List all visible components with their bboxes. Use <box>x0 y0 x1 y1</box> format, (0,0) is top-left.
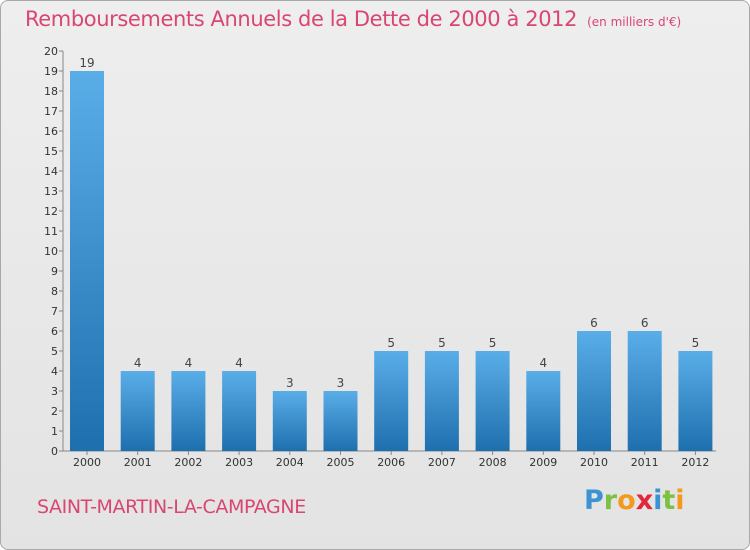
bar <box>70 71 104 451</box>
x-tick-label: 2012 <box>681 456 709 469</box>
x-tick-label: 2002 <box>174 456 202 469</box>
chart-title-text: Remboursements Annuels de la Dette de 20… <box>25 7 578 31</box>
bar <box>627 331 662 451</box>
y-tick-label: 1 <box>51 425 58 438</box>
y-tick-label: 20 <box>44 45 58 58</box>
data-label: 4 <box>539 356 547 370</box>
y-tick-label: 3 <box>51 385 58 398</box>
y-tick-label: 18 <box>44 85 58 98</box>
x-tick-label: 2007 <box>428 456 456 469</box>
bar <box>323 391 358 451</box>
data-label: 6 <box>590 316 598 330</box>
data-label: 19 <box>79 56 94 70</box>
bars <box>70 71 713 451</box>
brand-letter: i <box>675 485 685 516</box>
bar <box>526 371 561 451</box>
x-tick-label: 2006 <box>377 456 405 469</box>
brand-letter: P <box>584 485 604 516</box>
data-label: 3 <box>337 376 345 390</box>
data-label: 4 <box>185 356 193 370</box>
bar <box>374 351 409 451</box>
bar <box>222 371 257 451</box>
y-tick-label: 9 <box>51 265 58 278</box>
chart-subtitle: (en milliers d'€) <box>587 15 682 29</box>
brand-letter: t <box>662 485 676 516</box>
bar <box>678 351 713 451</box>
y-tick-label: 14 <box>44 165 58 178</box>
y-tick-label: 17 <box>44 105 58 118</box>
bar <box>171 371 206 451</box>
brand-letter: i <box>653 485 663 516</box>
x-tick-label: 2001 <box>124 456 152 469</box>
y-tick-label: 6 <box>51 325 58 338</box>
x-tick-label: 2010 <box>580 456 608 469</box>
brand-letter: x <box>635 485 654 516</box>
y-tick-label: 10 <box>44 245 58 258</box>
bar <box>272 391 307 451</box>
brand-logo: Proxiti <box>584 485 685 516</box>
brand-letter: o <box>617 485 636 516</box>
x-tick-label: 2004 <box>276 456 304 469</box>
y-tick-label: 15 <box>44 145 58 158</box>
y-tick-label: 5 <box>51 345 58 358</box>
x-tick-label: 2008 <box>479 456 507 469</box>
y-tick-label: 13 <box>44 185 58 198</box>
brand-letter: r <box>603 485 618 516</box>
y-tick-label: 16 <box>44 125 58 138</box>
chart-title: Remboursements Annuels de la Dette de 20… <box>25 7 681 31</box>
x-tick-label: 2011 <box>631 456 659 469</box>
data-label: 5 <box>438 336 446 350</box>
y-tick-label: 0 <box>51 445 58 458</box>
bar <box>120 371 155 451</box>
bar <box>475 351 510 451</box>
data-label: 5 <box>387 336 395 350</box>
data-label: 4 <box>235 356 243 370</box>
data-label: 5 <box>692 336 700 350</box>
x-tick-label: 2000 <box>73 456 101 469</box>
data-label: 5 <box>489 336 497 350</box>
bar <box>577 331 611 451</box>
y-tick-label: 2 <box>51 405 58 418</box>
value-labels: 2000 19 2001 4 2002 4 2003 4 2004 3 2005 3 2006 5 2007… <box>73 56 709 469</box>
data-label: 6 <box>641 316 649 330</box>
x-tick-label: 2003 <box>225 456 253 469</box>
data-label: 3 <box>286 376 294 390</box>
x-tick-label: 2009 <box>529 456 557 469</box>
x-tick-label: 2005 <box>327 456 355 469</box>
y-tick-label: 8 <box>51 285 58 298</box>
y-tick-label: 11 <box>44 225 58 238</box>
data-label: 4 <box>134 356 142 370</box>
bar <box>424 351 459 451</box>
y-tick-label: 19 <box>44 65 58 78</box>
commune-name: SAINT-MARTIN-LA-CAMPAGNE <box>37 496 306 518</box>
y-tick-label: 4 <box>51 365 58 378</box>
y-tick-label: 12 <box>44 205 58 218</box>
y-tick-label: 7 <box>51 305 58 318</box>
